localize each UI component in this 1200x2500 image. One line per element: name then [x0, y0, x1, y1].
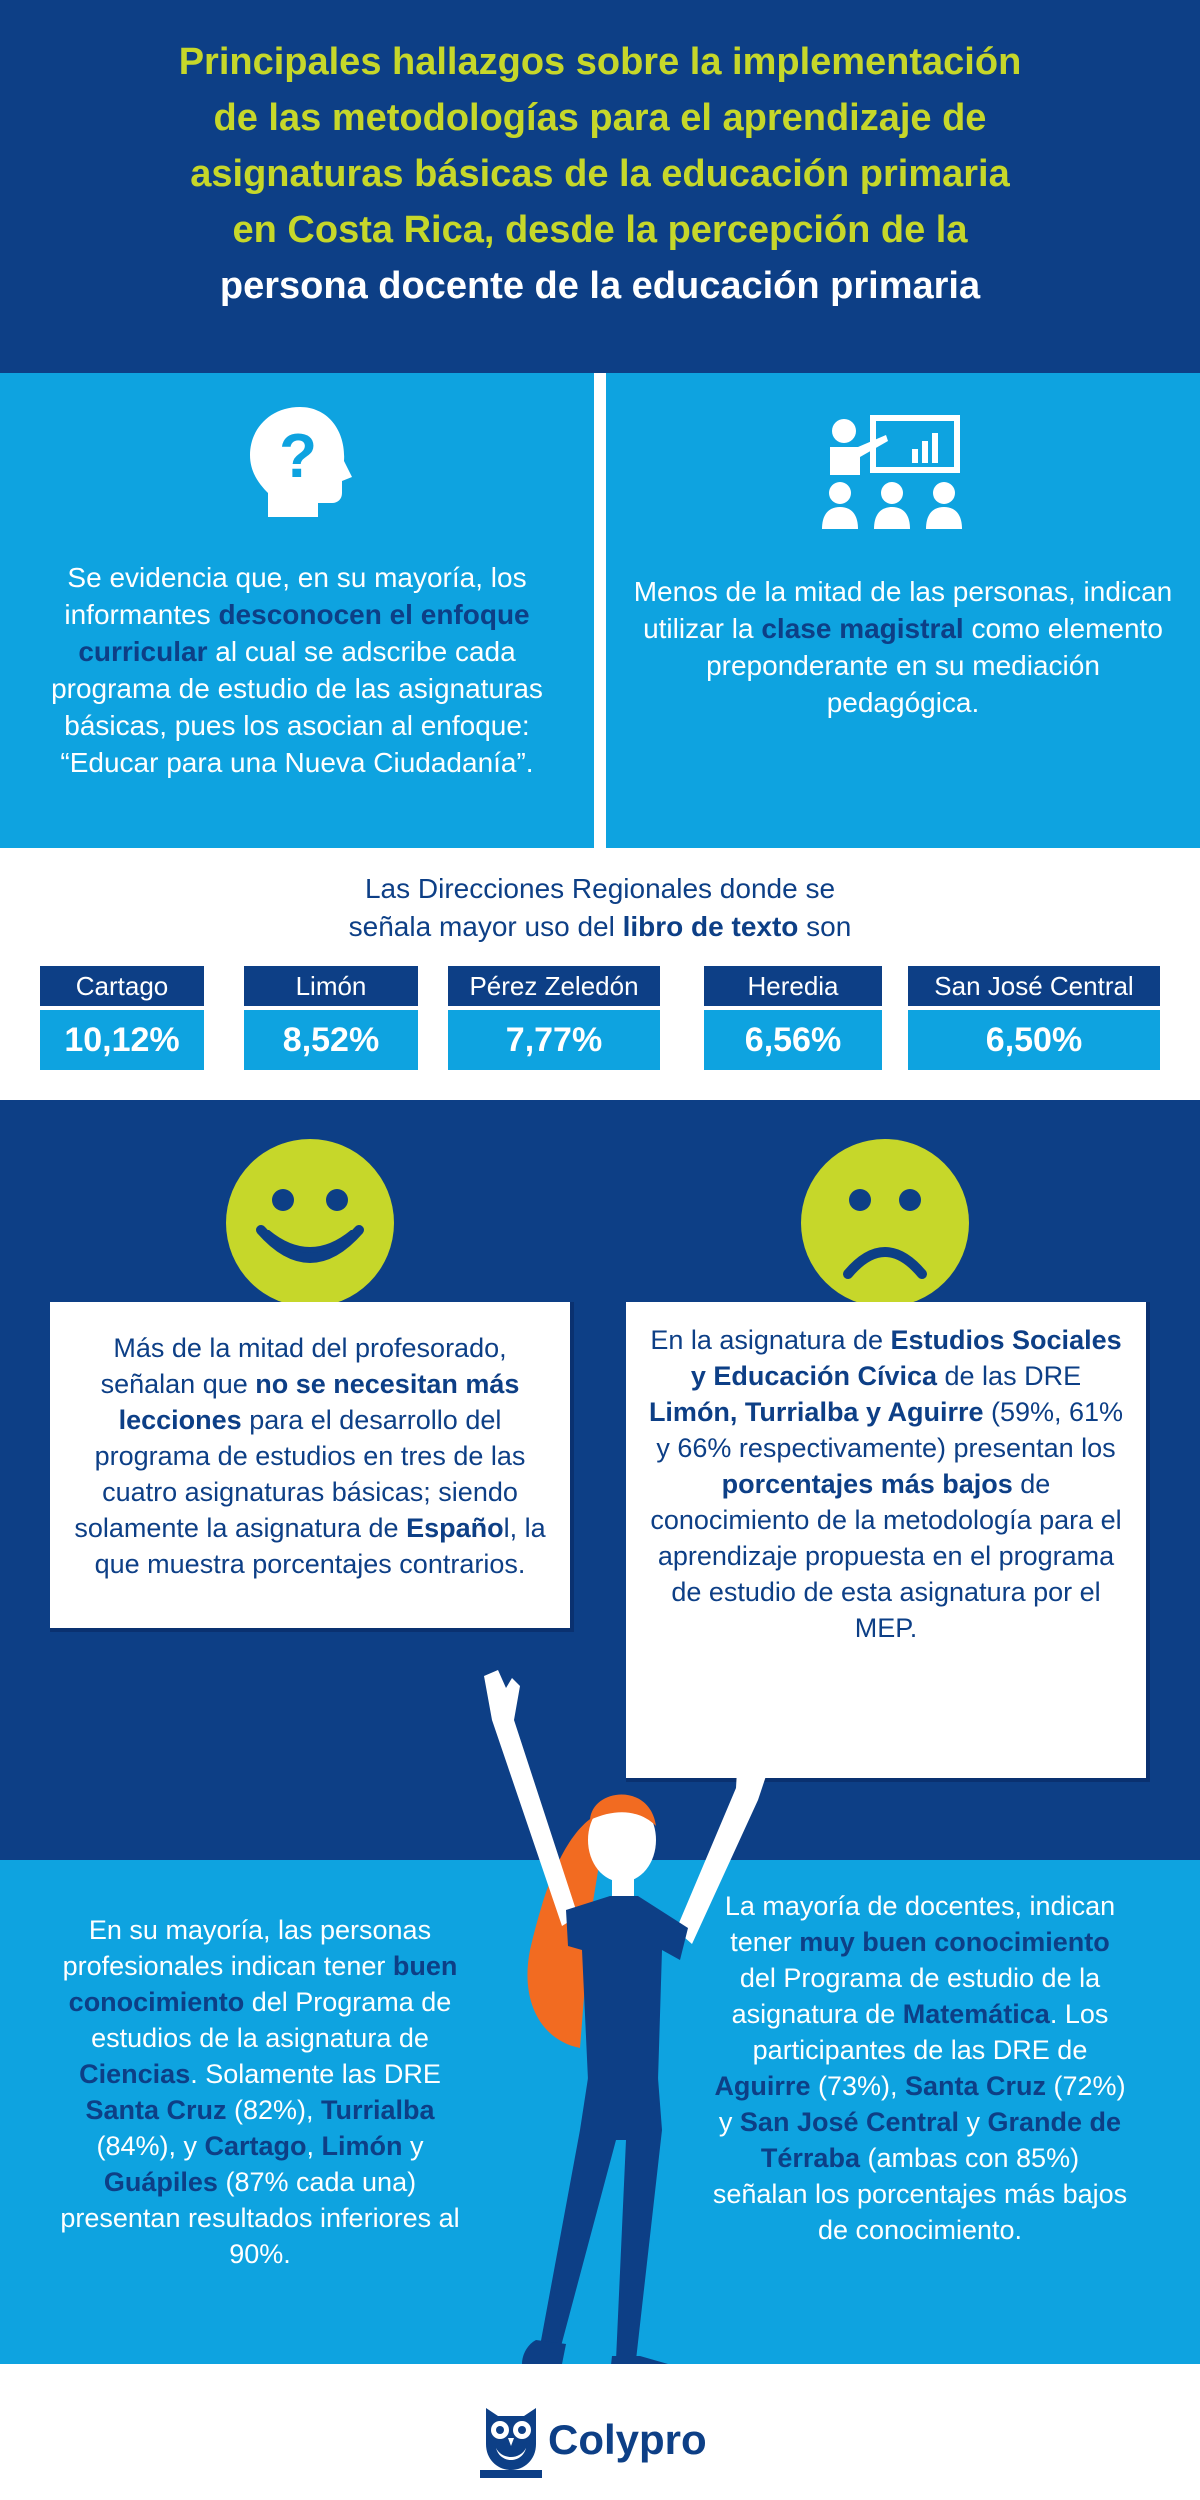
finding-text: Menos de la mitad de las personas, indic… [633, 576, 1173, 644]
finding-highlight: Grande de Térraba [760, 2107, 1122, 2173]
regions-intro-line: señala mayor uso del libro de texto son [0, 908, 1200, 946]
presentation-audience-icon [822, 415, 962, 529]
region-percent: 6,56% [704, 1010, 882, 1070]
finding-highlight: Aguirre [714, 2071, 811, 2101]
footer: Colypro [0, 2364, 1200, 2500]
finding-highlight: muy buen conocimiento [799, 1927, 1110, 1957]
finding-highlight: San José Central [739, 2107, 960, 2137]
finding-highlight: Turrialba [321, 2095, 435, 2125]
finding-text: Se evidencia que, en su mayoría, los inf… [64, 562, 527, 630]
finding-highlight: Limón [321, 2131, 403, 2161]
happy-face-icon [226, 1139, 394, 1307]
region-card: Cartago 10,12% [40, 966, 204, 1070]
region-card: San José Central 6,50% [908, 966, 1160, 1070]
region-name: San José Central [908, 966, 1160, 1006]
title-line: en Costa Rica, desde la percepción de la [232, 209, 968, 251]
finding-text: y [402, 2131, 424, 2161]
title-line: Principales hallazgos sobre la implement… [178, 41, 1022, 83]
finding-highlight: Santa Cruz [85, 2095, 227, 2125]
lecture-finding-text: Menos de la mitad de las personas, indic… [626, 573, 1180, 721]
lecture-finding-card: Menos de la mitad de las personas, indic… [606, 373, 1200, 848]
regions-intro-text: son [798, 911, 852, 942]
title-line: de las metodologías para el aprendizaje … [213, 97, 987, 139]
region-name: Heredia [704, 966, 882, 1006]
owl-logo-icon [480, 2408, 542, 2478]
header-banner: Principales hallazgos sobre la implement… [0, 0, 1200, 373]
finding-text: (73%), [810, 2071, 905, 2101]
region-name: Cartago [40, 966, 204, 1006]
finding-highlight: Estudios Sociales y Educación Cívica [690, 1325, 1122, 1391]
finding-text: de conocimiento de la metodología para e… [650, 1469, 1122, 1643]
region-name: Pérez Zeledón [448, 966, 660, 1006]
top-findings: ? Se evidencia que, en su mayoría, los i… [0, 373, 1200, 848]
finding-text: . Solamente las DRE [190, 2059, 441, 2089]
lessons-finding-card: Más de la mitad del profesorado, señalan… [50, 1302, 574, 1632]
sad-face-icon [801, 1139, 969, 1307]
region-percent: 6,50% [908, 1010, 1160, 1070]
finding-text: Más de la mitad del profesorado, señalan… [100, 1333, 507, 1399]
finding-text: de las DRE [937, 1361, 1082, 1391]
regions-intro-highlight: libro de texto [622, 911, 799, 942]
title-line: persona docente de la educación primaria [219, 265, 981, 307]
finding-text: (72%) y [718, 2071, 1126, 2137]
finding-text: , [306, 2131, 322, 2161]
regions-intro-line: Las Direcciones Regionales donde se [364, 873, 836, 904]
finding-highlight: Cartago [204, 2131, 307, 2161]
finding-highlight: Limón, Turrialba y Aguirre [648, 1397, 984, 1427]
finding-highlight: Guápiles [103, 2167, 218, 2197]
finding-highlight: Ciencias [79, 2059, 191, 2089]
title-line: asignaturas básicas de la educación prim… [190, 153, 1010, 195]
finding-highlight: buen conocimiento [68, 1951, 458, 2017]
social-studies-finding-card: En la asignatura de Estudios Sociales y … [626, 1302, 1150, 1782]
curriculum-finding-card: ? Se evidencia que, en su mayoría, los i… [0, 373, 594, 848]
finding-text: En la asignatura de [650, 1325, 891, 1355]
methodology-findings: Más de la mitad del profesorado, señalan… [0, 1100, 1200, 1860]
regions-intro-text: señala mayor uso del [348, 911, 623, 942]
curriculum-finding-text: Se evidencia que, en su mayoría, los inf… [20, 559, 574, 781]
finding-text: La mayoría de docentes, indican tener [724, 1891, 1116, 1957]
region-percent: 8,52% [244, 1010, 418, 1070]
finding-text: (ambas con 85%) señalan los porcentajes … [712, 2143, 1128, 2245]
finding-highlight: Santa Cruz [905, 2071, 1047, 2101]
finding-text: al cual se adscribe cada programa de est… [51, 636, 543, 778]
region-percent: 7,77% [448, 1010, 660, 1070]
finding-text: (59%, 61% y 66% respectivamente) present… [656, 1397, 1124, 1463]
finding-highlight: desconocen el enfoque curricular [78, 599, 530, 667]
finding-text: (87% cada una) presentan resultados infe… [60, 2167, 460, 2269]
region-card: Heredia 6,56% [704, 966, 882, 1070]
finding-text: (84%), y [96, 2131, 205, 2161]
region-card: Limón 8,52% [244, 966, 418, 1070]
finding-highlight: no se necesitan más lecciones [118, 1369, 520, 1435]
textbook-regions: Las Direcciones Regionales donde se seña… [0, 848, 1200, 1100]
finding-highlight: Matemática [902, 1999, 1050, 2029]
finding-text: del Programa de estudio de la asignatura… [731, 1963, 1101, 2029]
celebrating-woman-illustration [484, 1670, 770, 2374]
regions-intro: Las Direcciones Regionales donde se seña… [0, 870, 1200, 946]
finding-highlight: Españo [406, 1513, 504, 1543]
finding-text: . Los participantes de las DRE de [752, 1999, 1109, 2065]
page-title: Principales hallazgos sobre la implement… [60, 34, 1140, 314]
finding-text: del Programa de estudios de la asignatur… [91, 1987, 452, 2053]
head-question-icon: ? [250, 407, 352, 517]
finding-text: y [959, 2107, 988, 2137]
math-finding-text: La mayoría de docentes, indican tener mu… [710, 1888, 1130, 2248]
science-finding-text: En su mayoría, las personas profesionale… [50, 1912, 470, 2272]
finding-text: En su mayoría, las personas profesionale… [62, 1915, 432, 1981]
finding-text: (82%), [226, 2095, 322, 2125]
finding-text: como elemento preponderante en su mediac… [706, 613, 1163, 718]
svg-text:?: ? [279, 422, 317, 491]
finding-highlight: clase magistral [761, 613, 964, 644]
brand-logo-text: Colypro [548, 2416, 707, 2463]
region-card: Pérez Zeledón 7,77% [448, 966, 660, 1070]
finding-highlight: porcentajes más bajos [721, 1469, 1013, 1499]
region-name: Limón [244, 966, 418, 1006]
region-percent: 10,12% [40, 1010, 204, 1070]
finding-text: para el desarrollo del programa de estud… [74, 1405, 526, 1543]
finding-text: l, la que muestra porcentajes contrarios… [94, 1513, 546, 1579]
